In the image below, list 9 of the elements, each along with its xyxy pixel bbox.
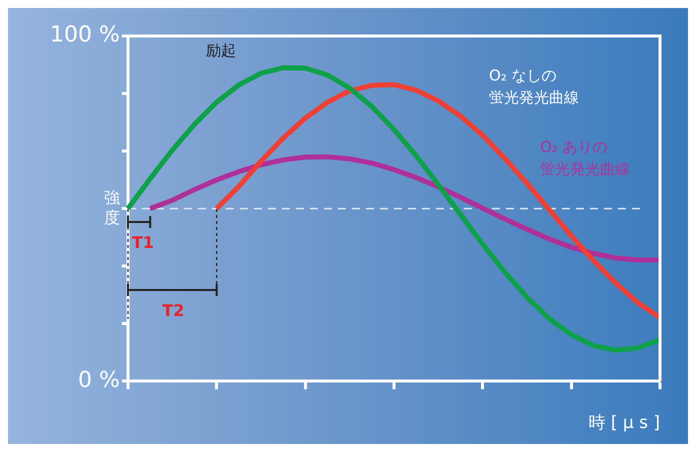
y-tick-label: 0 %	[78, 368, 120, 393]
y-axis-title: 強度	[104, 188, 120, 227]
text: O₂ ありの蛍光発光曲線	[540, 138, 630, 178]
annotation: T2	[162, 300, 184, 320]
y-tick-label: 100 %	[50, 22, 120, 48]
x-axis-title: 時 [ μ s ]	[588, 413, 660, 434]
series-label: 励起	[206, 42, 236, 60]
annotation: T1	[132, 232, 154, 252]
series-label: O₂ なしの蛍光発光曲線	[488, 66, 579, 107]
